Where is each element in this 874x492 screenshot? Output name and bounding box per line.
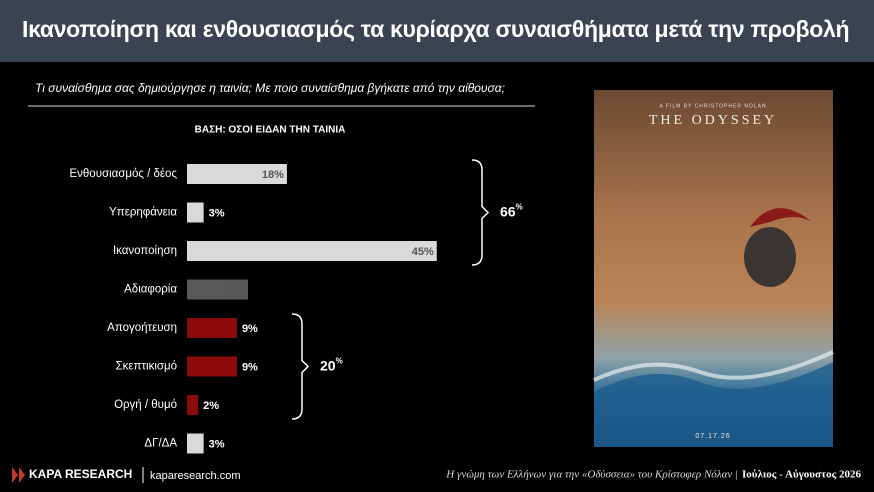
bar <box>187 356 237 377</box>
value-label: 9% <box>242 323 258 335</box>
bar <box>187 202 204 223</box>
value-label: 3% <box>209 207 225 219</box>
bar <box>187 433 204 454</box>
bar <box>187 318 237 338</box>
poster-title: THE ODYSSEY <box>649 113 777 128</box>
value-label: 45% <box>412 246 434 258</box>
poster-helmet <box>744 227 796 287</box>
group-total: 20% <box>320 357 343 374</box>
value-label: 18% <box>262 169 284 181</box>
footer: KAPA RESEARCH kaparesearch.com Η γνώμη τ… <box>12 467 861 483</box>
bar <box>187 164 287 184</box>
poster-credit: A FILM BY CHRISTOPHER NOLAN <box>659 103 766 109</box>
poster-sea <box>594 362 833 447</box>
chart-subtitle: ΒΑΣΗ: ΟΣΟΙ ΕΙΔΑΝ ΤΗΝ ΤΑΙΝΙΑ <box>195 125 346 136</box>
bracket <box>471 159 490 266</box>
footer-period: Ιούλιος - Αύγουστος 2026 <box>742 469 861 481</box>
group-total: 66% <box>500 203 523 220</box>
value-label: 2% <box>203 400 219 412</box>
category-label: Αδιαφορία <box>124 284 177 296</box>
brand: KAPA RESEARCH <box>29 467 132 481</box>
group-total-value: 66 <box>500 203 516 219</box>
logo-mark <box>12 467 25 483</box>
group-total-unit: % <box>516 203 523 212</box>
category-label: ΔΓ/ΔΑ <box>144 438 177 450</box>
poster: A FILM BY CHRISTOPHER NOLAN THE ODYSSEY … <box>593 90 834 447</box>
footer-source: Η γνώμη των Ελλήνων για την «Οδύσσεια» τ… <box>445 469 738 481</box>
header-band: Ικανοποίηση και ενθουσιασμός τα κυρίαρχα… <box>0 0 874 62</box>
poster-date: 07.17.26 <box>695 433 730 440</box>
footer-url: kaparesearch.com <box>150 470 241 482</box>
group-total-unit: % <box>336 357 343 366</box>
value-label: 3% <box>209 438 225 450</box>
chart: Τι συναίσθημα σας δημιούργησε η ταινία; … <box>12 81 861 483</box>
category-label: Οργή / θυμό <box>114 399 177 411</box>
bar <box>187 241 437 261</box>
group-total-value: 20 <box>320 357 336 373</box>
value-label: 9% <box>242 361 258 373</box>
bracket <box>291 313 310 420</box>
category-label: Ικανοποίηση <box>113 245 177 257</box>
slide-title: Ικανοποίηση και ενθουσιασμός τα κυρίαρχα… <box>22 16 850 42</box>
bar <box>187 279 249 300</box>
poster-crest <box>750 208 812 227</box>
question: Τι συναίσθημα σας δημιούργησε η ταινία; … <box>35 81 505 95</box>
category-label: Ενθουσιασμός / δέος <box>69 168 177 180</box>
category-label: Υπερηφάνεια <box>109 207 177 219</box>
category-label: Απογοήτευση <box>107 322 177 334</box>
value-label: 11% <box>224 284 246 296</box>
category-label: Σκεπτικισμό <box>116 361 177 373</box>
poster-foam <box>593 350 834 382</box>
bar <box>187 395 199 415</box>
